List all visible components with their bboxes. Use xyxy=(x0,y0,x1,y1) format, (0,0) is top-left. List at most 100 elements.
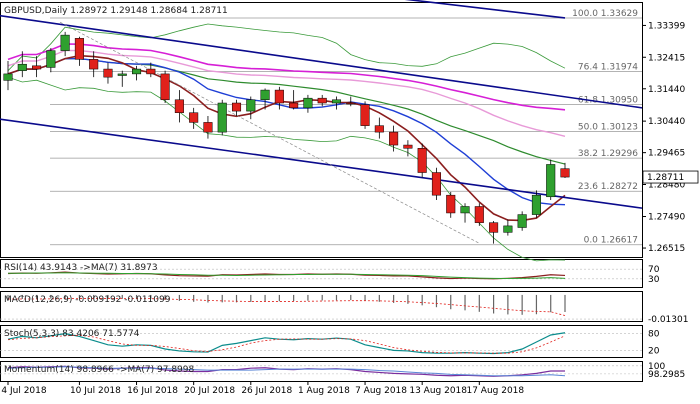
y-tick-label: 1.26515 xyxy=(648,244,685,254)
bull-candle xyxy=(60,34,70,51)
bear-candle xyxy=(417,148,427,173)
x-tick-label: 16 Jul 2018 xyxy=(127,386,178,396)
x-tick-label: 26 Jul 2018 xyxy=(241,386,292,396)
chart-title: GBPUSD,Daily 1.28972 1.29148 1.28684 1.2… xyxy=(4,6,228,16)
bull-candle xyxy=(260,89,270,101)
bear-candle xyxy=(403,144,413,149)
bull-candle xyxy=(331,99,342,104)
y-tick-label: 1.27490 xyxy=(648,213,685,223)
bear-candle xyxy=(560,168,570,178)
upper-trendline xyxy=(0,14,643,109)
bear-candle xyxy=(274,89,284,104)
x-tick-label: 13 Aug 2018 xyxy=(409,386,467,396)
panel-tick-label: 80 xyxy=(648,330,660,340)
bear-candle xyxy=(317,97,327,104)
fib-label: 38.2 1.29296 xyxy=(578,149,638,159)
fib-label: 76.4 1.31974 xyxy=(578,63,638,73)
x-tick-label: 10 Jul 2018 xyxy=(70,386,121,396)
candles xyxy=(3,31,570,244)
bull-candle xyxy=(303,97,313,109)
x-tick-label: 7 Aug 2018 xyxy=(355,386,407,396)
bear-candle xyxy=(431,172,441,196)
indicator-lines xyxy=(0,268,642,377)
bear-candle xyxy=(374,125,384,133)
bear-candle xyxy=(489,222,499,233)
fib-levels: 100.0 1.33629 76.4 1.31974 61.8 1.30950 50.… xyxy=(50,9,642,246)
bear-candle xyxy=(174,99,184,113)
momentum-title: Momentum(14) 98.8966 ->MA(7) 97.8998 xyxy=(4,365,195,375)
macd-title: MACD(12,26,9) -0.009192 -0.011099 xyxy=(4,295,171,305)
main-panel-frame xyxy=(0,2,643,258)
bull-candle xyxy=(3,73,13,81)
rsi-title: RSI(14) 43.9143 ->MA(7) 31.8973 xyxy=(4,263,158,273)
bull-candle xyxy=(546,164,556,198)
fib-label: 0.0 1.26617 xyxy=(584,236,638,246)
y-tick-label: 1.30440 xyxy=(648,117,685,127)
rsi-panel-frame xyxy=(0,259,643,288)
bear-candle xyxy=(160,73,170,101)
bull-candle xyxy=(46,50,56,68)
bear-candle xyxy=(360,104,370,126)
panel-tick-label: 100 xyxy=(648,362,665,372)
bear-candle xyxy=(189,112,199,123)
bear-candle xyxy=(474,206,484,223)
bear-candle xyxy=(289,102,299,109)
bull-candle xyxy=(503,225,513,233)
y-tick-label: 1.33399 xyxy=(648,21,685,31)
bull-candle xyxy=(132,68,142,75)
bull-candle xyxy=(460,206,470,214)
upper-band-line xyxy=(7,23,566,71)
panel-tick-label: 20 xyxy=(648,346,660,356)
stoch-title: Stoch(5,3,3) 83.4206 71.5774 xyxy=(4,329,140,339)
y-tick-label: 1.28480 xyxy=(648,181,685,191)
y-tick-label: 1.31440 xyxy=(648,85,685,95)
lower-band-line xyxy=(7,76,566,262)
ma-pink-line xyxy=(7,49,566,137)
bull-candle xyxy=(517,214,527,228)
rsi-ma-line xyxy=(8,272,566,280)
x-tick-label: 1 Aug 2018 xyxy=(298,386,350,396)
x-tick-label: 20 Jul 2018 xyxy=(184,386,235,396)
ma-green-line xyxy=(7,57,566,165)
bull-candle xyxy=(217,102,227,133)
ma-blue-line xyxy=(7,57,566,206)
bear-candle xyxy=(32,65,42,70)
bear-candle xyxy=(203,122,213,133)
stoch-d-line xyxy=(7,334,566,354)
panel-tick-label: -0.01301 xyxy=(648,315,688,325)
lower-trendline xyxy=(0,118,643,209)
overlay-lines xyxy=(0,0,643,262)
macd-signal-line xyxy=(8,298,566,316)
bear-candle xyxy=(389,131,399,146)
bear-candle xyxy=(446,194,456,214)
bull-candle xyxy=(531,194,541,215)
top-trendline xyxy=(404,0,566,19)
stoch-panel-frame xyxy=(0,325,643,358)
x-tick-label: 4 Jul 2018 xyxy=(1,386,46,396)
fib-diagonal-line xyxy=(59,21,481,244)
bear-candle xyxy=(89,59,99,70)
y-tick-label: 1.32415 xyxy=(648,53,685,63)
bear-candle xyxy=(146,68,156,75)
bear-candle xyxy=(103,68,113,78)
momentum-ma-line xyxy=(7,366,566,377)
bear-candle xyxy=(346,102,356,105)
current-price-label: 1.28711 xyxy=(647,173,684,183)
panel-tick-label: 98.2985 xyxy=(648,370,685,380)
macd-panel-frame xyxy=(0,291,643,322)
bear-candle xyxy=(231,102,242,112)
momentum-panel-frame xyxy=(0,361,643,382)
bull-candle xyxy=(17,63,27,71)
panel-tick-label: 70 xyxy=(648,265,660,275)
fib-label: 61.8 1.30950 xyxy=(578,96,638,106)
x-tick-label: 17 Aug 2018 xyxy=(466,386,524,396)
fib-label: 100.0 1.33629 xyxy=(572,9,638,19)
bull-candle xyxy=(246,99,256,112)
fib-label: 50.0 1.30123 xyxy=(578,122,638,132)
fib-label: 23.6 1.28272 xyxy=(578,182,638,192)
current-price-box xyxy=(642,170,699,184)
panel-tick-label: 30 xyxy=(648,275,660,285)
bull-candle xyxy=(117,73,127,76)
